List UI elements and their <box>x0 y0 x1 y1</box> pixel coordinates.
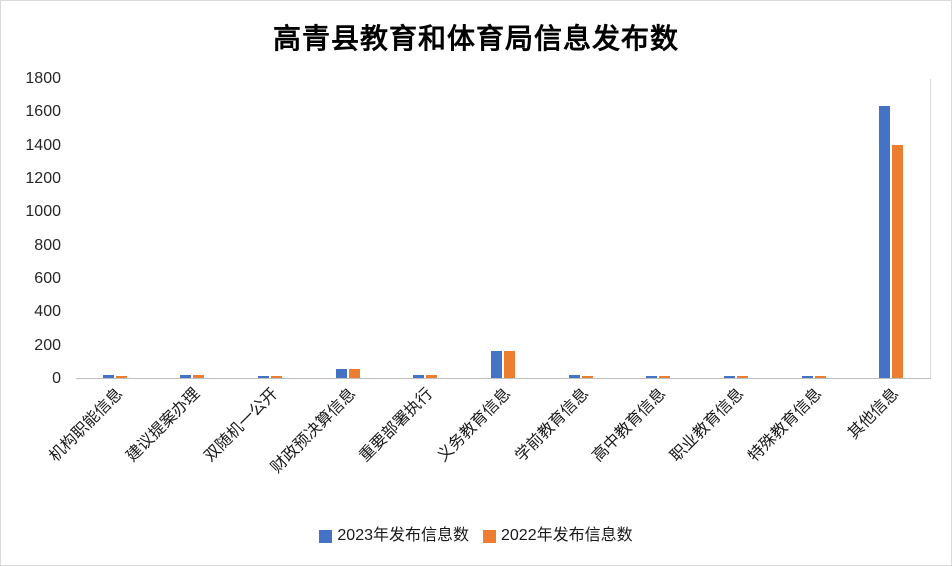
bar-group <box>491 350 516 378</box>
category-slot: 职业教育信息 <box>667 79 775 465</box>
legend: 2023年发布信息数 2022年发布信息数 <box>1 528 951 544</box>
bar <box>491 350 503 378</box>
x-axis-label: 财政预决算信息 <box>267 385 360 477</box>
x-axis-label: 机构职能信息 <box>46 385 127 466</box>
bar-group <box>646 376 671 378</box>
y-axis-tick-label: 1400 <box>25 136 61 154</box>
x-axis-label: 重要部署执行 <box>356 385 437 466</box>
bar-group <box>801 376 826 378</box>
bar <box>193 374 205 378</box>
bar-group <box>413 374 438 378</box>
y-axis: 0 200 400 600 800 1000 1200 1400 1600 1800 <box>1 71 69 387</box>
bar <box>568 374 580 378</box>
bar-group <box>879 106 904 378</box>
bar <box>180 374 192 378</box>
y-axis-tick-label: 400 <box>34 303 61 321</box>
legend-swatch <box>483 529 496 543</box>
x-axis-label: 其他信息 <box>845 385 903 443</box>
y-axis-tick-label: 1200 <box>25 170 61 187</box>
bar-group <box>102 374 127 378</box>
bar-group <box>258 375 283 378</box>
bar <box>271 376 283 378</box>
category-slot: 高中教育信息 <box>590 79 697 465</box>
category-slot: 机构职能信息 <box>46 79 154 465</box>
y-axis-tick-label: 800 <box>34 236 61 254</box>
legend-item: 2022年发布信息数 <box>483 528 633 544</box>
y-axis-tick-label: 600 <box>34 270 61 287</box>
legend-label: 2023年发布信息数 <box>337 527 469 544</box>
chart-title: 高青县教育和体育局信息发布数 <box>272 23 679 54</box>
bar <box>879 106 891 378</box>
bar <box>102 374 114 378</box>
x-axis-label: 高中教育信息 <box>589 385 670 466</box>
x-axis-label: 双随机一公开 <box>201 385 282 466</box>
x-axis-label: 义务教育信息 <box>434 385 515 466</box>
category-slot: 双随机一公开 <box>202 79 309 465</box>
category-slot: 财政预决算信息 <box>268 79 387 477</box>
x-axis-label: 特殊教育信息 <box>744 385 825 466</box>
category-slot: 义务教育信息 <box>434 79 542 465</box>
category-slot: 特殊教育信息 <box>745 79 853 465</box>
bar <box>426 374 438 378</box>
bar-group <box>335 368 360 378</box>
bar-groups: 机构职能信息 建议提案办理 双随机一公开 财政预决算信息 重要部署执行 义务教育信息 学前教… <box>46 79 930 477</box>
bar <box>892 144 904 378</box>
bar <box>335 368 347 378</box>
bar <box>736 376 748 378</box>
bar <box>504 350 516 378</box>
y-axis-tick-label: 0 <box>52 370 61 387</box>
legend-swatch <box>319 529 333 543</box>
legend-label: 2022年发布信息数 <box>501 527 633 544</box>
bar-group <box>568 374 593 378</box>
bar <box>413 374 425 378</box>
x-axis-label: 职业教育信息 <box>667 385 748 466</box>
category-slot: 其他信息 <box>845 79 930 443</box>
y-axis-tick-label: 1600 <box>25 103 61 121</box>
bar <box>348 368 360 378</box>
bar-group <box>180 374 205 378</box>
bar <box>581 376 593 378</box>
bar-group <box>723 376 748 378</box>
y-axis-tick-label: 1800 <box>25 70 61 87</box>
bar <box>723 376 735 378</box>
bar <box>646 376 658 378</box>
category-slot: 学前教育信息 <box>512 79 620 465</box>
y-axis-tick-label: 1000 <box>25 203 61 221</box>
plot-area: 机构职能信息 建议提案办理 双随机一公开 财政预决算信息 重要部署执行 义务教育信息 学前教… <box>46 79 931 477</box>
bar <box>258 375 270 378</box>
bar <box>801 376 813 378</box>
x-axis-label: 学前教育信息 <box>512 385 592 466</box>
legend-item: 2023年发布信息数 <box>319 528 469 544</box>
bar <box>115 375 127 378</box>
y-axis-tick-label: 200 <box>34 336 61 354</box>
bar <box>814 376 826 378</box>
category-slot: 重要部署执行 <box>357 79 465 465</box>
x-axis-label: 建议提案办理 <box>123 385 204 466</box>
category-slot: 建议提案办理 <box>124 79 232 465</box>
bar <box>659 376 671 378</box>
